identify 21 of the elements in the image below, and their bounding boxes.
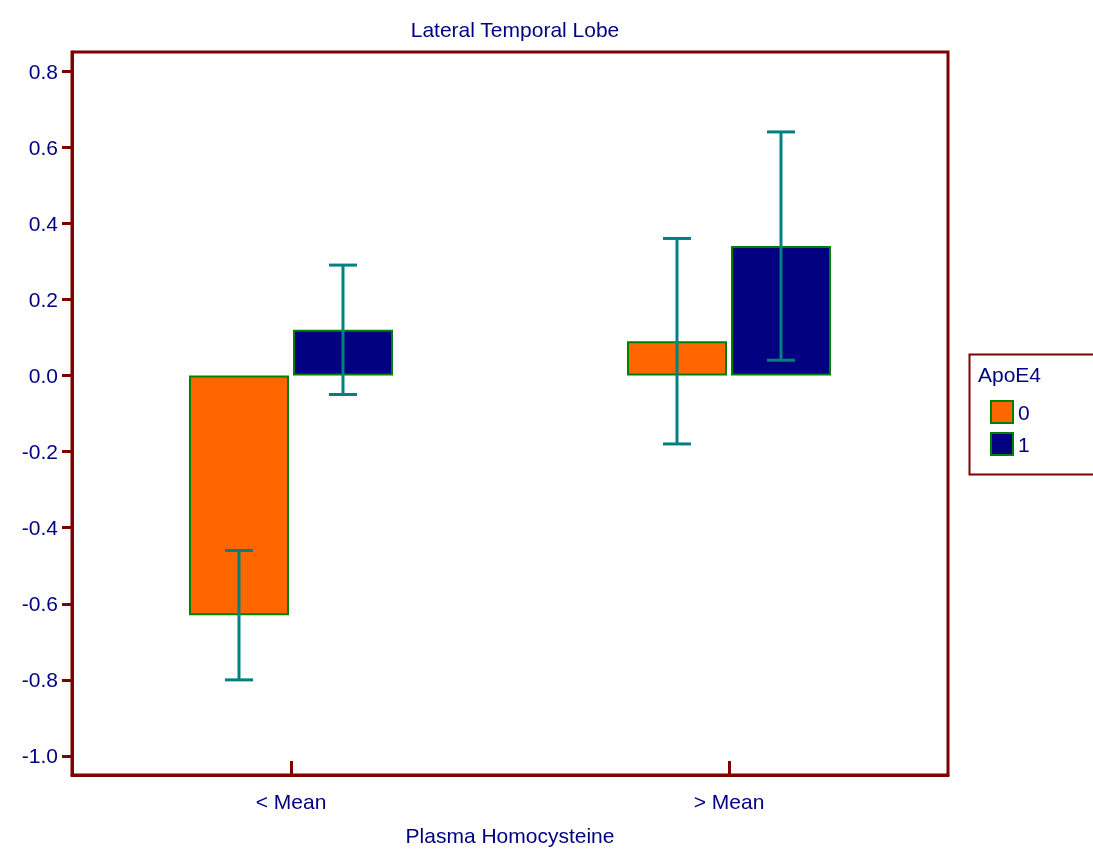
bar [189,375,289,616]
bar [293,329,393,376]
y-tick-label: -0.2 [21,440,58,464]
x-tick-label: > Mean [693,790,765,813]
bar [731,246,831,376]
y-tick-label: 0.4 [28,211,59,235]
y-tick-label: -1.0 [21,744,58,768]
legend-title: ApoE4 [978,363,1042,386]
y-tick-label: -0.8 [21,668,58,692]
legend-label: 0 [1018,400,1030,424]
x-tick-label: < Mean [255,790,327,813]
y-tick-label: 0.2 [28,287,58,311]
y-tick-label: 0.6 [28,135,58,159]
y-tick-label: 0.0 [28,363,58,387]
legend-label: 1 [1018,432,1030,456]
y-tick-label: -0.4 [21,516,59,540]
chart-title: Lateral Temporal Lobe [410,18,620,41]
y-tick-label: 0.8 [28,59,58,83]
x-axis-title: Plasma Homocysteine [405,824,615,847]
y-tick-label: -0.6 [21,592,58,616]
bar [627,341,727,376]
